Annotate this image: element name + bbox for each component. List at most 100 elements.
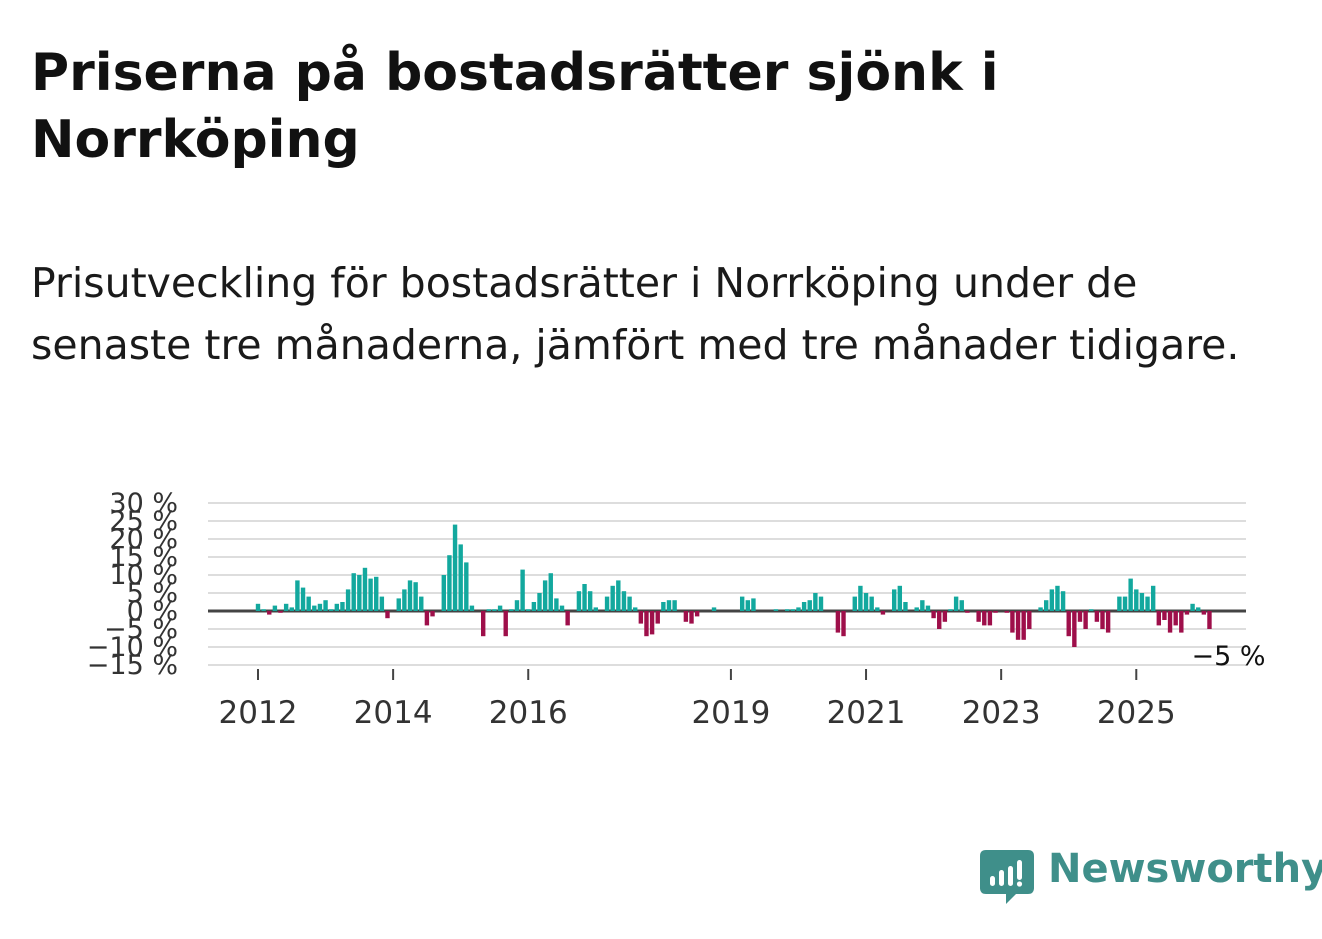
bar (948, 609, 953, 611)
bar (283, 603, 289, 611)
bar (323, 600, 328, 611)
y-tick-label: 0 % (127, 596, 178, 627)
bar (925, 605, 931, 611)
bar (1038, 607, 1043, 611)
bar (272, 605, 278, 611)
bar (610, 585, 615, 611)
bar (1021, 611, 1026, 640)
bar (255, 603, 261, 611)
y-tick-label: −5 % (104, 614, 178, 645)
bar (1190, 603, 1195, 611)
newsworthy-logo-icon (980, 850, 1034, 904)
bar (1027, 611, 1032, 629)
bar (261, 609, 266, 611)
bar (481, 611, 486, 637)
bar (1089, 609, 1094, 611)
bar (655, 611, 660, 624)
bar (638, 611, 644, 624)
bar (914, 607, 919, 611)
bar (407, 580, 413, 611)
bar (807, 600, 812, 611)
bar (920, 600, 925, 611)
bar (419, 596, 424, 611)
bar (452, 524, 458, 611)
bar (1150, 585, 1156, 611)
bar (368, 578, 373, 611)
bar (306, 596, 311, 611)
bar (1055, 585, 1060, 611)
bar (1122, 596, 1128, 611)
bar (576, 591, 582, 611)
bar (1100, 611, 1105, 629)
y-tick-label: 25 % (109, 506, 178, 537)
bar (587, 591, 593, 611)
bar (982, 611, 987, 626)
x-tick-label: 2012 (219, 695, 298, 731)
bar (796, 607, 801, 611)
bar (683, 611, 689, 622)
bar (1184, 611, 1190, 615)
bar (835, 611, 841, 633)
bar (694, 611, 700, 617)
bar (317, 603, 323, 611)
bar (548, 573, 553, 611)
bar (357, 575, 362, 611)
bar (672, 600, 677, 611)
bar (267, 611, 272, 615)
bar (464, 562, 469, 611)
bar (430, 611, 435, 617)
bar (891, 589, 897, 611)
x-axis: 2012 2014 2016 2019 2021 2023 2025 (219, 669, 1176, 731)
bar (486, 609, 492, 611)
bar (351, 573, 356, 611)
bar (1083, 611, 1088, 629)
bar (813, 593, 818, 611)
bar (402, 589, 407, 611)
x-tick-label: 2025 (1097, 695, 1176, 731)
bar (745, 600, 751, 611)
bar (661, 602, 666, 611)
bar (863, 593, 869, 611)
y-tick-label: 15 % (109, 542, 178, 573)
bar (875, 607, 880, 611)
bar (1049, 589, 1055, 611)
y-axis-labels: 30 %25 %20 %15 %10 %5 %0 %−5 %−10 %−15 % (87, 488, 178, 681)
bar (458, 544, 463, 611)
bar (644, 611, 649, 637)
bar (604, 596, 610, 611)
bar (1066, 611, 1071, 637)
bar (649, 611, 655, 635)
bar (278, 611, 283, 613)
bar (379, 596, 385, 611)
bar (526, 609, 531, 611)
bar (554, 598, 559, 611)
bar (295, 580, 300, 611)
bar (976, 611, 981, 622)
bar (858, 585, 863, 611)
bar (1139, 593, 1145, 611)
bar (953, 596, 959, 611)
y-tick-label: 5 % (127, 578, 178, 609)
bar (1162, 611, 1167, 620)
bar (818, 596, 824, 611)
bar (300, 587, 306, 611)
bar (1134, 589, 1139, 611)
bar (852, 596, 857, 611)
bar (345, 589, 351, 611)
bar (424, 611, 430, 626)
bar (334, 603, 340, 611)
bar (1173, 611, 1178, 626)
y-tick-label: 30 % (109, 488, 178, 519)
y-tick-label: −10 % (87, 632, 178, 663)
bar (841, 611, 846, 637)
chart-subtitle: Prisutveckling för bostadsrätter i Norrk… (31, 259, 1240, 369)
brand-name: Newsworthy (1048, 846, 1322, 892)
bar (801, 602, 807, 611)
x-tick-label: 2023 (962, 695, 1041, 731)
bar (1145, 596, 1150, 611)
bar (537, 593, 542, 611)
x-tick-label: 2016 (489, 695, 568, 731)
bar (1010, 611, 1015, 633)
chart-title: Priserna på bostadsrätter sjönk i Norrkö… (31, 43, 999, 170)
y-tick-label: 20 % (109, 524, 178, 555)
